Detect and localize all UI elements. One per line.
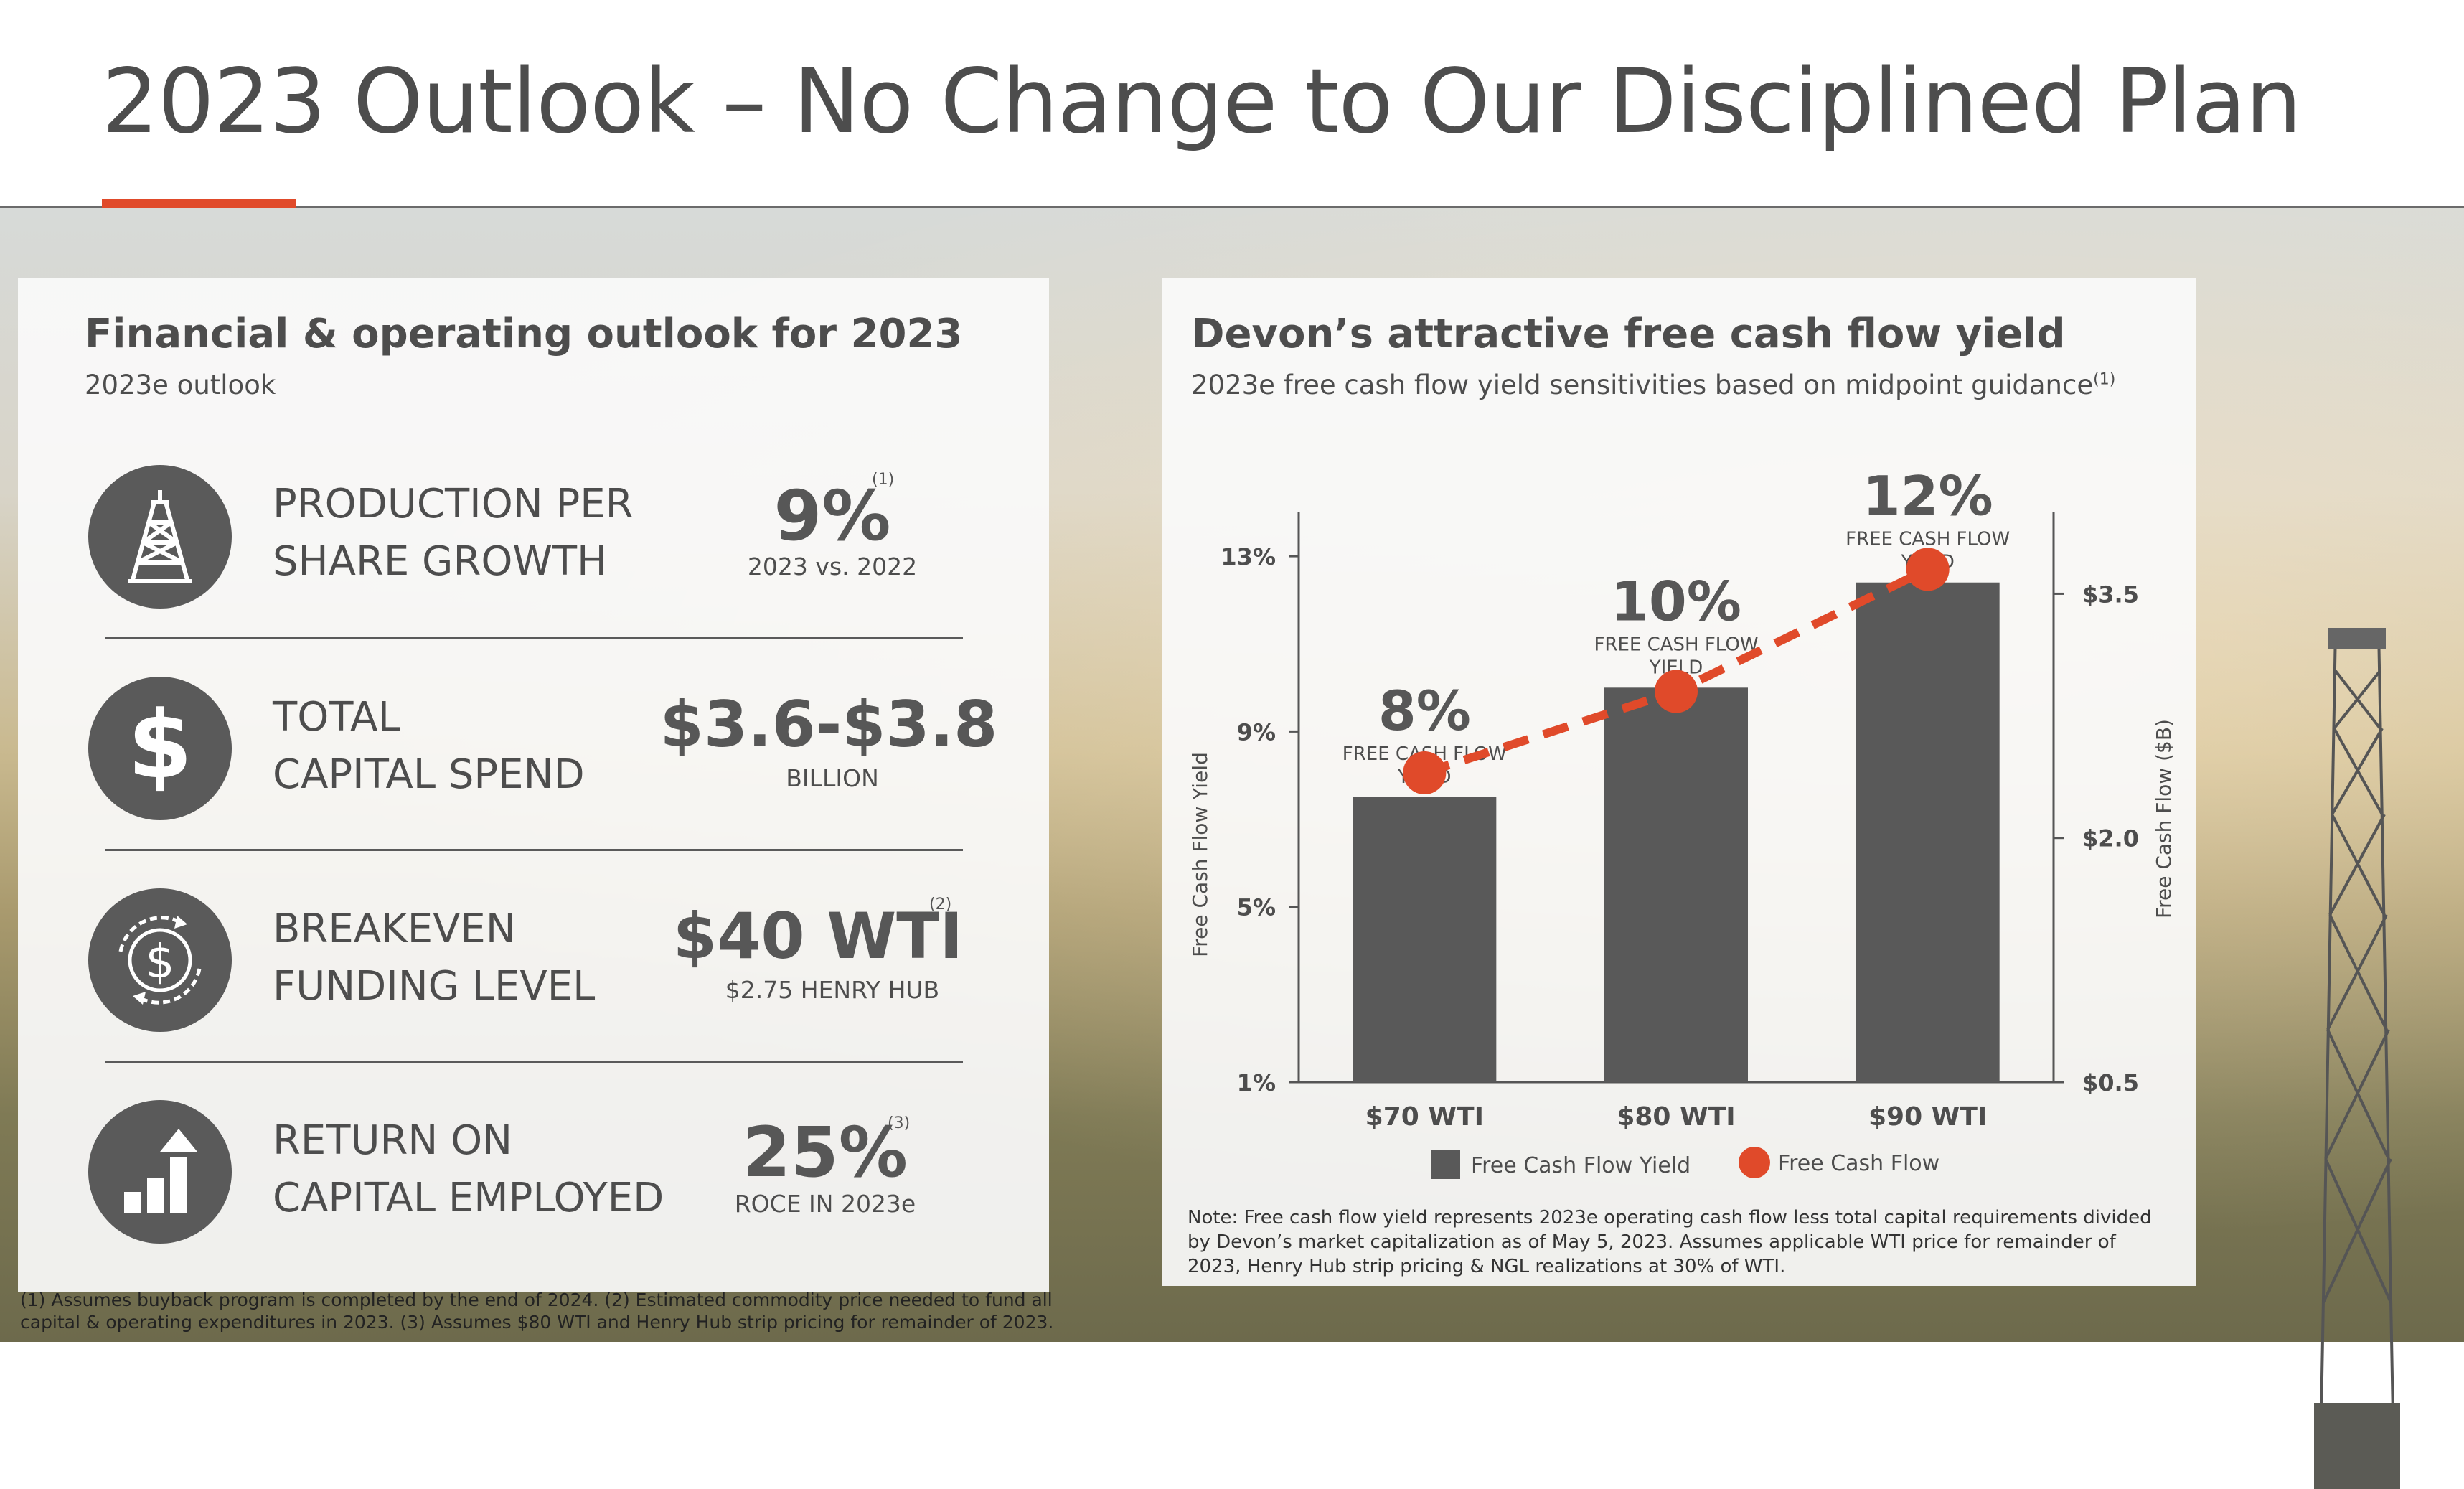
chart-note: Note: Free cash flow yield represents 20… (1188, 1207, 2152, 1277)
metric-value-production: 9% (773, 476, 891, 556)
drilling-rig-illustration (2314, 628, 2400, 1489)
slide-footnote: (1) Assumes buyback program is completed… (20, 1290, 1054, 1333)
metric-label-breakeven: BREAKEVEN FUNDING LEVEL (273, 901, 595, 1015)
fcf-subheading: 2023e free cash flow yield sensitivities… (1191, 370, 2115, 400)
oil-rig-icon (88, 465, 232, 609)
metric-value-breakeven: $40 WTI (672, 899, 964, 973)
fcf-subheading-text: 2023e free cash flow yield sensitivities… (1191, 370, 2094, 400)
metric-label-line: RETURN ON (273, 1117, 513, 1164)
metric-label-line: CAPITAL EMPLOYED (273, 1175, 664, 1221)
svg-text:$: $ (146, 936, 175, 989)
metric-footnote-ref: (2) (929, 896, 952, 913)
metric-label-capital: TOTAL CAPITAL SPEND (273, 689, 585, 804)
fcf-yield-panel: Devon’s attractive free cash flow yield … (1162, 278, 2196, 1286)
metric-label-line: FUNDING LEVEL (273, 963, 596, 1010)
title-accent-bar (102, 199, 296, 208)
metric-label-line: CAPITAL SPEND (273, 751, 585, 798)
title-divider (0, 206, 2464, 208)
metric-sub-production: 2023 vs. 2022 (747, 553, 918, 581)
metric-label-line: BREAKEVEN (273, 906, 516, 952)
metric-footnote-ref: (1) (872, 471, 895, 489)
metric-footnote-ref: (3) (888, 1114, 911, 1132)
svg-text:$: $ (128, 690, 192, 799)
fcf-subheading-footnote: (1) (2093, 370, 2116, 389)
cycle-dollar-icon: $ (88, 888, 232, 1032)
metric-label-roce: RETURN ON CAPITAL EMPLOYED (273, 1112, 664, 1227)
metric-label-production: PRODUCTION PER SHARE GROWTH (273, 476, 634, 591)
metric-sub-capital: BILLION (786, 764, 879, 792)
metric-value-capital: $3.6-$3.8 (659, 687, 998, 761)
metric-value-roce: 25% (743, 1112, 908, 1193)
outlook-panel: Financial & operating outlook for 2023 2… (18, 278, 1049, 1292)
metric-label-line: TOTAL (273, 694, 400, 741)
metric-label-line: SHARE GROWTH (273, 538, 608, 585)
dollar-icon: $ (88, 677, 232, 820)
outlook-heading: Financial & operating outlook for 2023 (85, 311, 963, 357)
bar-growth-icon (88, 1100, 232, 1244)
metric-label-line: PRODUCTION PER (273, 481, 634, 527)
metric-divider (105, 1061, 963, 1063)
metric-sub-roce: ROCE IN 2023e (734, 1190, 916, 1218)
outlook-subheading: 2023e outlook (85, 370, 276, 400)
fcf-heading: Devon’s attractive free cash flow yield (1191, 311, 2066, 357)
metric-divider (105, 637, 963, 639)
slide-title: 2023 Outlook – No Change to Our Discipli… (102, 50, 2302, 154)
metric-divider (105, 849, 963, 851)
metric-sub-breakeven: $2.75 HENRY HUB (725, 976, 940, 1004)
